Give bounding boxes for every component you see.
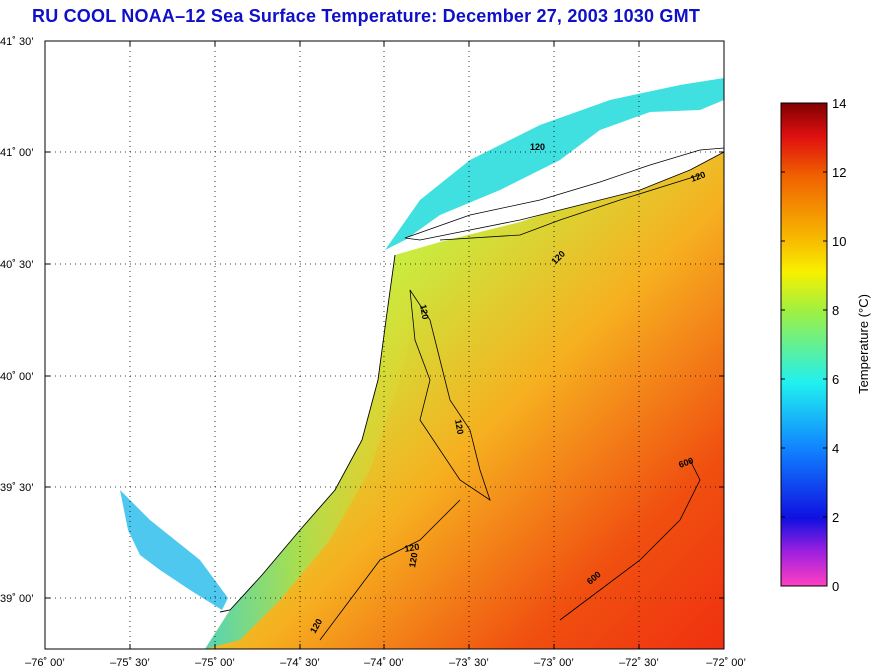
map-title: RU COOL NOAA–12 Sea Surface Temperature:… [32,6,701,26]
colorbar [780,102,828,587]
lat-label: 39˚ 00’ [0,593,34,605]
isobath-120-east [439,174,701,241]
contour-label: 120 [453,419,465,436]
graticule [44,40,725,649]
contour-label: 120 [689,169,707,184]
longitude-labels: –76˚ 00’ –75˚ 30’ –75˚ 00’ –74˚ 30’ –74˚ 00’… [25,657,746,669]
contour-label: 120 [404,542,421,554]
sea-surface-layer [120,78,724,649]
lon-label: –76˚ 00’ [25,657,65,669]
lon-label: –74˚ 30’ [280,657,320,669]
delaware-bay [120,490,228,610]
contour-label: 120 [418,304,430,321]
colorbar-tick-label: 10 [832,234,846,249]
latitude-labels: 41˚ 30’ 41˚ 00’ 40˚ 30’ 40˚ 00’ 39˚ 30’ 39˚ 0… [0,36,34,605]
colorbar-tick-label: 6 [832,372,839,387]
lat-label: 41˚ 30’ [0,36,34,48]
lat-label: 40˚ 30’ [0,259,34,271]
colorbar-ticks: 14 12 10 8 6 4 2 0 [781,96,846,594]
long-island-sound [385,78,724,250]
lon-label: –72˚ 00’ [706,657,746,669]
lon-label: –75˚ 30’ [110,657,150,669]
lon-label: –73˚ 30’ [449,657,489,669]
colorbar-tick-label: 0 [832,579,839,594]
colorbar-tick-label: 14 [832,96,846,111]
lon-label: –72˚ 30’ [619,657,659,669]
colorbar-tick-label: 4 [832,441,839,456]
lon-label: –74˚ 00’ [364,657,404,669]
colorbar-tick-label: 2 [832,510,839,525]
contour-label: 120 [407,552,419,569]
isobath-120-south [319,499,461,641]
contour-label: 120 [530,142,545,152]
lon-label: –75˚ 00’ [195,657,235,669]
long-island [404,147,724,241]
isobath-600 [559,459,701,621]
contour-label: 600 [677,455,695,470]
nearshore-cool-water [205,252,430,649]
colorbar-tick-label: 12 [832,165,846,180]
lat-label: 39˚ 30’ [0,482,34,494]
lon-label: –73˚ 00’ [534,657,574,669]
colorbar-tick-label: 8 [832,303,839,318]
lat-label: 40˚ 00’ [0,371,34,383]
isobath-120 [409,289,491,501]
colorbar-label: Temperature (°C) [856,294,871,394]
lat-label: 41˚ 00’ [0,147,34,159]
